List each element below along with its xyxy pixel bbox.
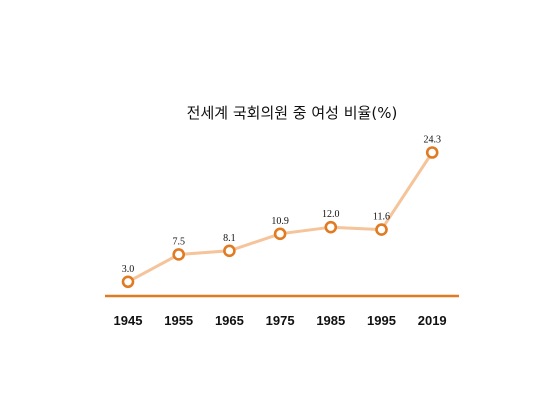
data-point-1985 [324,220,338,234]
data-label-1965: 8.1 [223,233,236,244]
x-tick-label-1965: 1965 [215,313,244,328]
data-point-2019 [425,146,439,159]
chart-title: 전세계 국회의원 중 여성 비율(%) [187,104,398,122]
x-tick-label-1955: 1955 [164,313,193,328]
data-label-1945: 3.0 [122,264,135,275]
data-label-1995: 11.6 [373,212,390,223]
data-point-1975 [273,227,287,241]
x-tick-label-2019: 2019 [418,313,447,328]
x-tick-label-1995: 1995 [367,313,396,328]
data-point-1945 [121,275,135,289]
data-label-1985: 12.0 [322,209,340,220]
data-label-1955: 7.5 [172,236,185,247]
data-point-1995 [375,223,388,236]
x-tick-label-1945: 1945 [114,313,143,328]
data-point-1965 [223,244,236,258]
data-point-1955 [172,248,185,261]
data-label-1975: 10.9 [271,216,289,227]
x-tick-label-1985: 1985 [316,313,345,328]
data-label-2019: 24.3 [423,134,441,145]
x-tick-label-1975: 1975 [266,313,295,328]
